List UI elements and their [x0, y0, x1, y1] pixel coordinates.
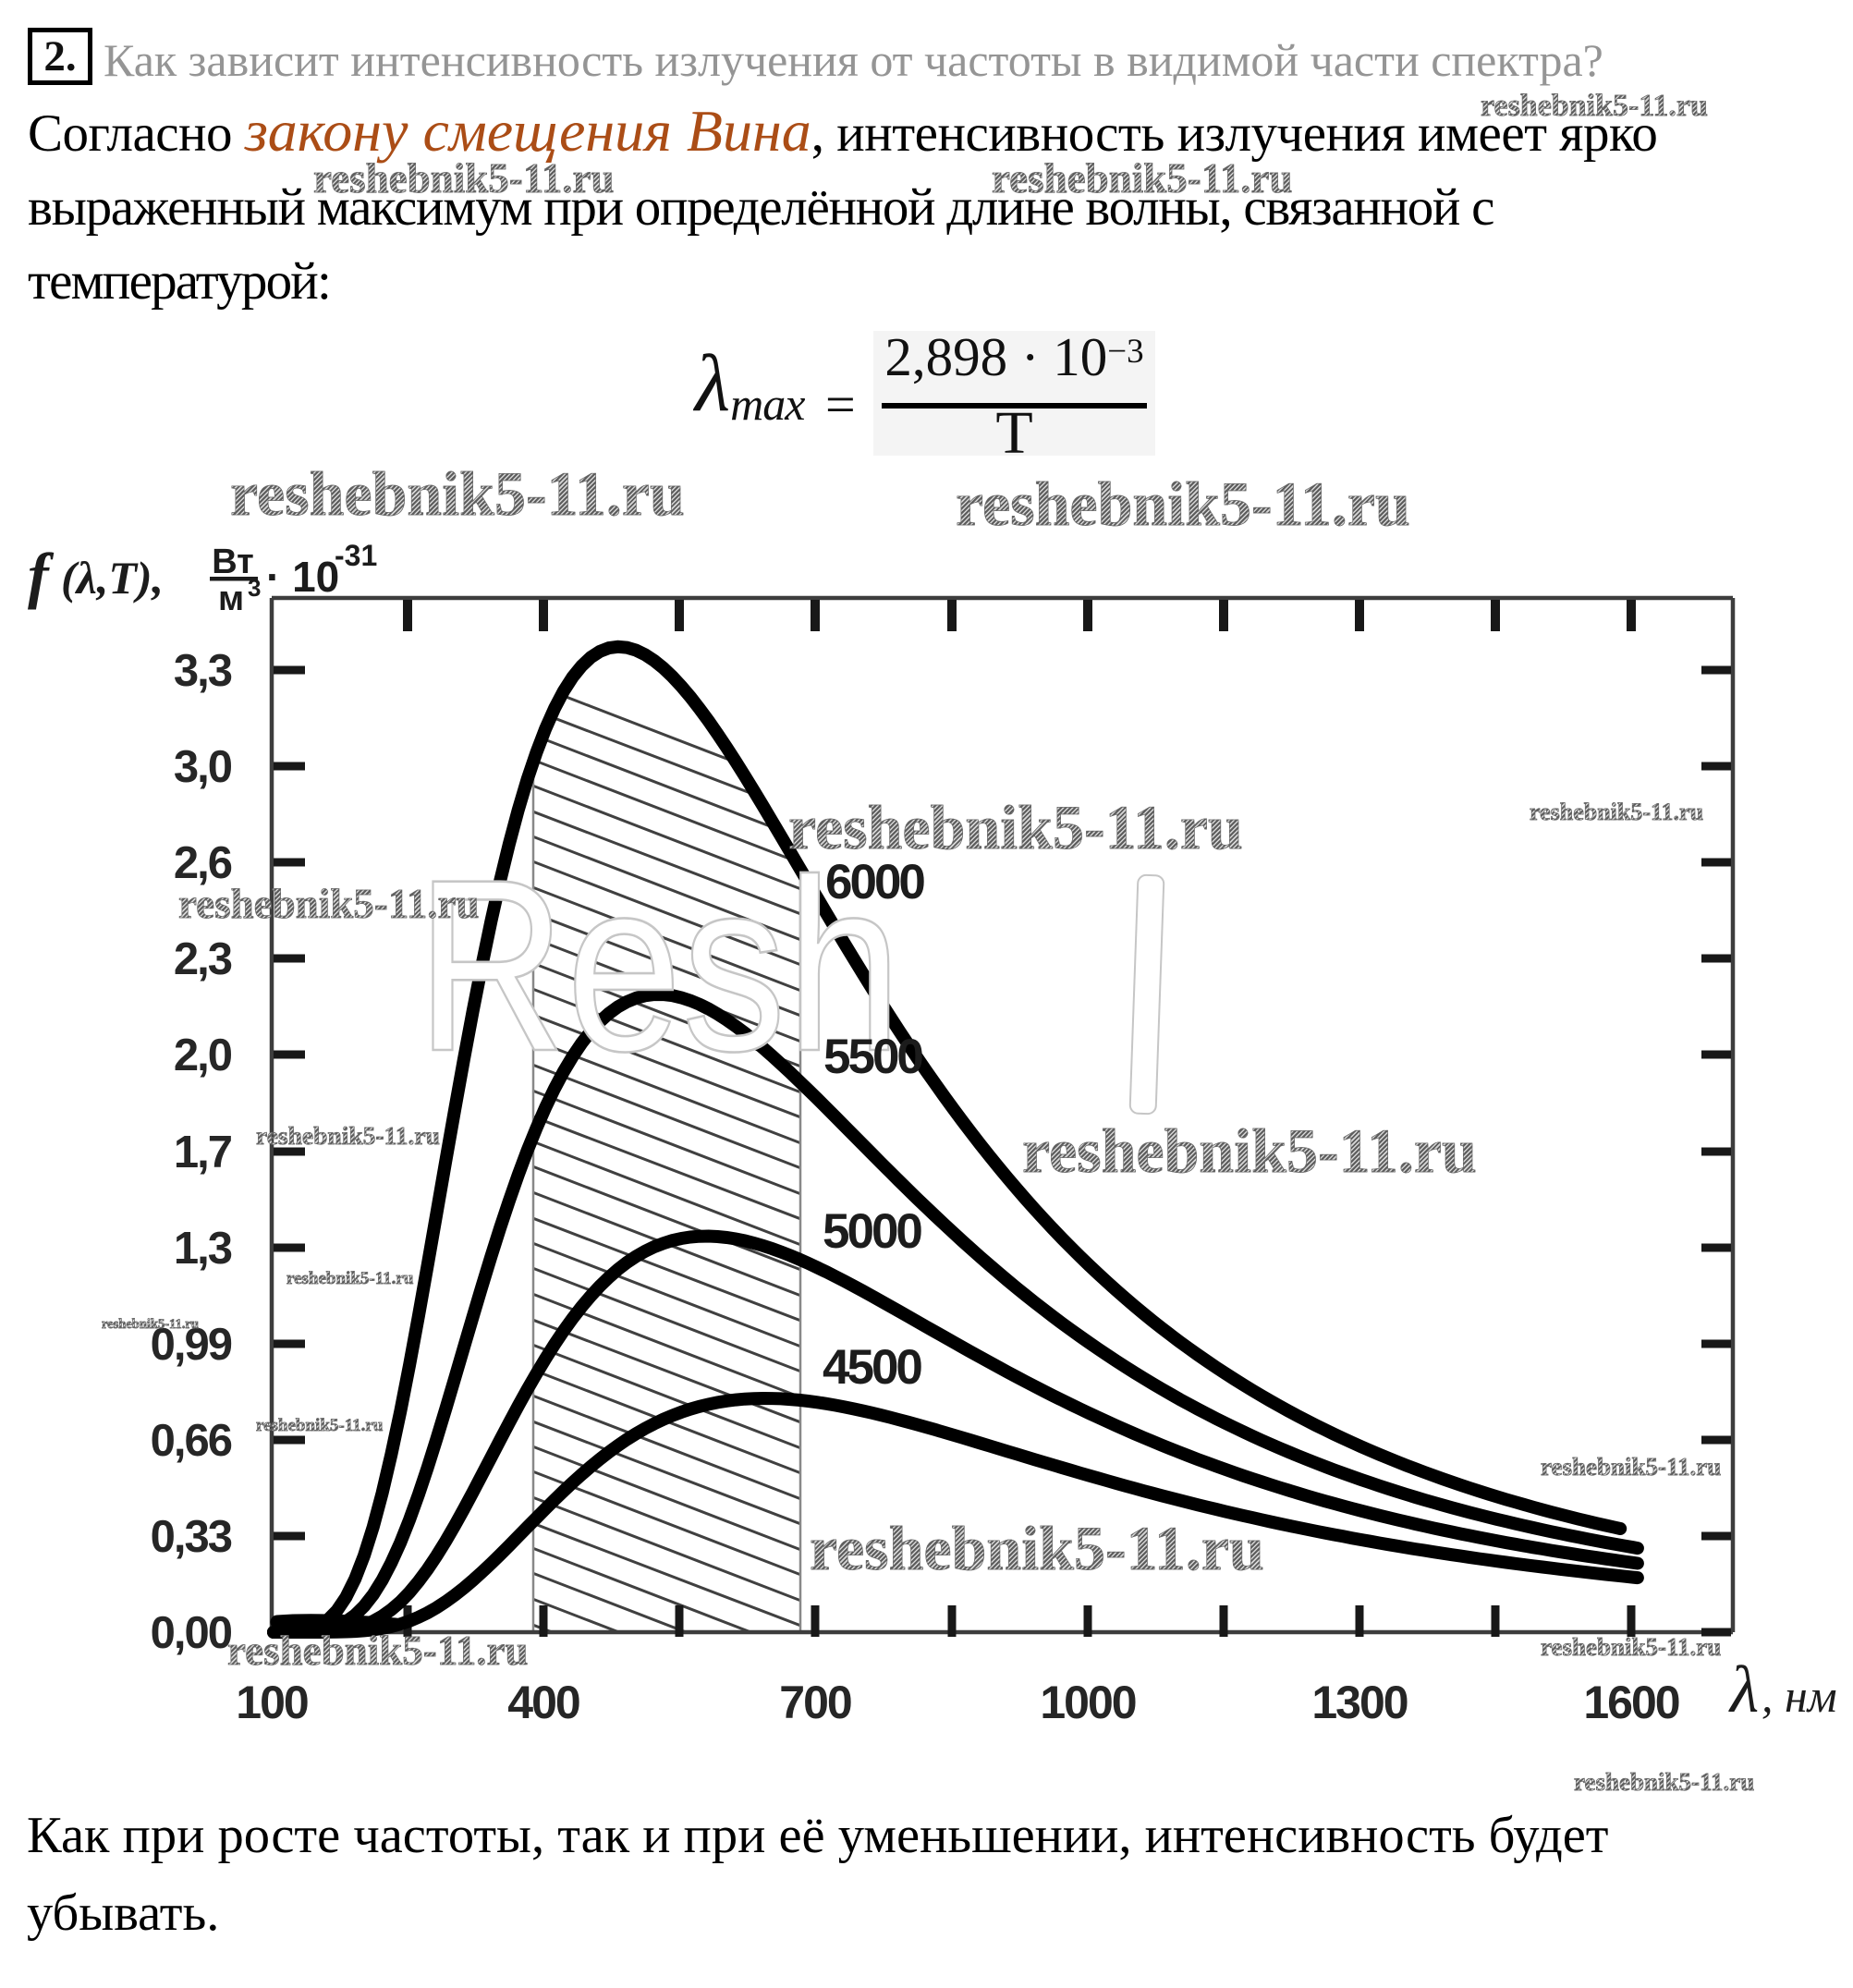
svg-text:(λ,T),: (λ,T),	[61, 552, 164, 604]
svg-text:· 10: · 10	[266, 553, 339, 601]
svg-text:400: 400	[507, 1677, 579, 1728]
svg-text:0,99: 0,99	[151, 1320, 232, 1370]
svg-text:3: 3	[248, 574, 261, 602]
svg-text:3,0: 3,0	[174, 742, 232, 792]
svg-text:1300: 1300	[1311, 1677, 1407, 1728]
svg-text:, нм: , нм	[1762, 1670, 1837, 1722]
svg-text:1600: 1600	[1583, 1677, 1678, 1728]
svg-text:0,66: 0,66	[151, 1416, 232, 1466]
svg-text:1,3: 1,3	[174, 1224, 232, 1274]
svg-text:f: f	[28, 540, 55, 610]
svg-text:1,7: 1,7	[174, 1128, 232, 1177]
svg-text:700: 700	[779, 1677, 851, 1728]
svg-text:λ: λ	[1728, 1653, 1759, 1726]
svg-text:Вт: Вт	[212, 543, 254, 581]
svg-text:-31: -31	[335, 539, 377, 572]
svg-text:1000: 1000	[1040, 1677, 1135, 1728]
svg-text:3,3: 3,3	[174, 646, 232, 696]
svg-text:2,6: 2,6	[174, 838, 232, 888]
svg-text:2,0: 2,0	[174, 1031, 232, 1080]
svg-text:0,00: 0,00	[151, 1608, 232, 1658]
svg-text:100: 100	[236, 1677, 308, 1728]
svg-text:м: м	[218, 579, 244, 618]
svg-text:0,33: 0,33	[151, 1512, 232, 1562]
svg-text:2,3: 2,3	[174, 934, 232, 984]
